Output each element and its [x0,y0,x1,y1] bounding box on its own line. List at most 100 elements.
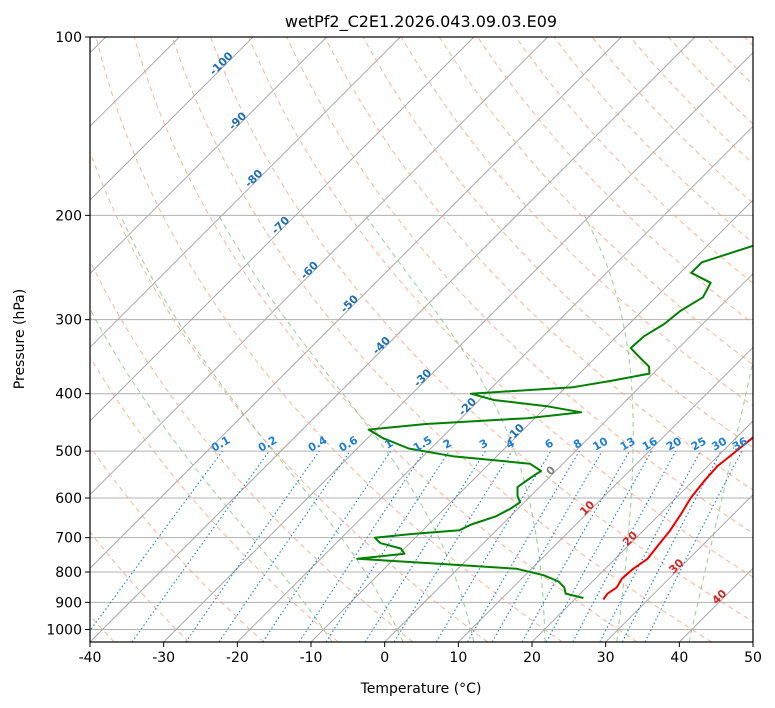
y-tick-label: 800 [55,565,82,581]
isotherm-line [163,51,753,642]
dry-adiabat-line [90,259,414,642]
x-tick-label: -20 [226,650,249,666]
x-tick-label: -10 [300,650,323,666]
dewpoint-profile-line [356,244,753,599]
dry-adiabat-line [438,37,753,366]
y-tick-label: 100 [55,30,82,46]
mixing-ratio-line [325,450,450,642]
dry-adiabat-line [744,37,753,47]
mixing-ratio-line [521,450,630,642]
dry-adiabat-line [553,37,753,244]
mixing-ratio-line [90,450,223,632]
isotherm-line [90,37,549,496]
dry-adiabat-line [668,37,753,125]
dry-adiabat-line [477,37,753,325]
dry-adiabat-line [95,37,563,642]
isotherm-label: 40 [709,587,729,607]
mixing-ratio-label: 6 [543,436,556,451]
mixing-ratio-line [599,450,701,642]
isotherm-label: -100 [207,49,236,78]
mixing-ratio-line [218,450,351,642]
mixing-ratio-line [393,450,513,642]
isotherm-line [605,493,753,642]
mixing-ratio-label: 2 [441,437,454,452]
dry-adiabat-line [90,531,190,642]
x-tick-label: 20 [523,650,541,666]
mixing-ratio-line [262,450,392,642]
x-tick-label: 30 [597,650,615,666]
x-tick-label: 10 [449,650,467,666]
isotherm-line [752,641,753,642]
isotherm-label: -90 [226,109,249,132]
isotherm-line [90,37,475,422]
y-tick-label: 500 [55,444,82,460]
x-axis-label: Temperature (°C) [360,681,482,697]
dry-adiabat-line [515,37,753,284]
y-tick-label: 300 [55,313,82,329]
isotherm-line [90,37,328,275]
y-tick-label: 700 [55,531,82,547]
isotherm-line [457,346,753,642]
plot-frame [89,36,754,643]
isotherm-label: -40 [370,334,393,357]
moist-adiabat-line [218,215,475,642]
isotherm-label: -50 [338,292,361,315]
mixing-ratio-line [364,450,486,642]
y-tick-label: 400 [55,387,82,403]
isotherm-line [531,420,753,642]
mixing-ratio-line [185,450,320,642]
mixing-ratio-line [545,450,653,642]
dry-adiabat-line [90,356,339,642]
dry-adiabat-line [171,37,712,642]
x-tick-label: 0 [380,650,389,666]
isopleth-label-layer: 0.1 0.2 0.4 0.6 1 1.5 2 3 4 6 8 10 13 16 20 25 30 36-100-… [207,49,750,607]
moist-adiabat-line [364,215,546,642]
dry-adiabat-line [591,37,753,204]
isotherm-label: -80 [242,167,265,190]
dry-adiabat-line [90,445,264,642]
y-tick-label: 1000 [46,622,82,638]
x-tick-label: -40 [79,650,102,666]
isotherm-line [90,37,622,570]
series-layer [356,244,753,601]
x-tick-label: 40 [670,650,688,666]
dry-adiabat-line [210,37,753,623]
chart-title: wetPf2_C2E1.2026.043.09.03.E09 [285,12,557,32]
isotherm-line [384,272,753,642]
dry-adiabat-line [400,37,753,407]
mixing-ratio-line [572,450,677,642]
dry-adiabat-line [90,150,488,642]
x-tick-label: 50 [744,650,762,666]
grid-layer [90,37,753,642]
isotherm-label: -70 [269,214,292,237]
moist-adiabat-line [120,215,404,642]
isotherm-line [90,37,696,642]
y-tick-label: 200 [55,208,82,224]
isotherm-line [678,567,753,642]
isotherm-label: -60 [298,258,321,281]
axis-layer: -40 -30 -20 -10 0 10 20 30 40 5010020030040050060… [46,30,762,666]
mixing-ratio-line [644,450,743,642]
isotherm-line [236,125,753,642]
mixing-ratio-line [298,450,425,642]
temperature-profile-line [602,436,753,601]
isotherm-line [90,37,401,349]
moist-adiabat-line [583,215,634,642]
dry-adiabat-line [133,37,638,642]
isotherm-label: -20 [456,395,479,418]
isotherm-label: 30 [666,556,686,576]
isotherm-label: 10 [577,498,597,518]
isotherm-label: -30 [411,366,434,389]
x-tick-label: -30 [152,650,175,666]
mixing-ratio-line [131,450,270,642]
y-tick-label: 600 [55,491,82,507]
dry-adiabat-line [248,37,753,578]
dry-adiabat-line [706,37,753,86]
mixing-ratio-line [435,450,552,642]
isotherm-line [90,37,254,201]
y-axis-label: Pressure (hPa) [12,289,28,389]
y-tick-label: 900 [55,595,82,611]
moist-adiabat-line [90,308,333,642]
dry-adiabat-line [286,37,753,534]
